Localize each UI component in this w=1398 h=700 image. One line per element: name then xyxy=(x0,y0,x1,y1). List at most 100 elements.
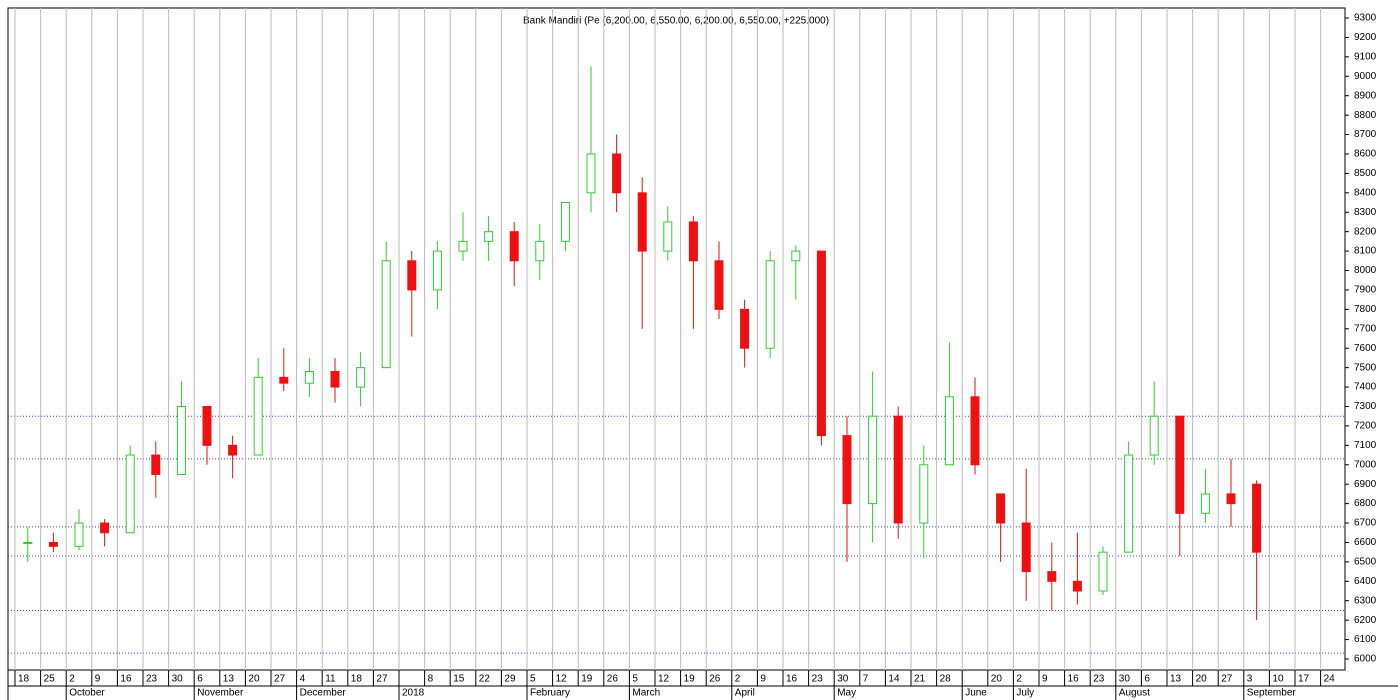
candle-body xyxy=(714,260,724,310)
candle-body xyxy=(151,454,161,475)
candle-body xyxy=(868,415,878,505)
y-tick-label: 7700 xyxy=(1354,323,1377,334)
x-tick-label: 23 xyxy=(1093,674,1105,685)
x-tick-label: 16 xyxy=(786,674,798,685)
candle-body xyxy=(842,435,852,505)
x-tick-label: 17 xyxy=(1298,674,1310,685)
candle-body xyxy=(202,405,212,446)
x-tick-label: 30 xyxy=(837,674,849,685)
y-tick-label: 6300 xyxy=(1354,595,1377,606)
x-tick-label: 2 xyxy=(69,674,75,685)
y-tick-label: 8200 xyxy=(1354,226,1377,237)
candle-body xyxy=(816,250,826,437)
month-label: October xyxy=(69,688,105,699)
candle-body xyxy=(100,522,110,534)
y-tick-label: 6100 xyxy=(1354,634,1377,645)
candle-body xyxy=(1098,551,1108,592)
x-tick-label: 6 xyxy=(1144,674,1150,685)
x-tick-label: 18 xyxy=(18,674,30,685)
y-tick-label: 6000 xyxy=(1354,654,1377,665)
x-tick-label: 8 xyxy=(428,674,434,685)
candle-body xyxy=(612,153,622,194)
x-tick-label: 29 xyxy=(504,674,516,685)
x-tick-label: 2 xyxy=(735,674,741,685)
y-tick-label: 8900 xyxy=(1354,90,1377,101)
y-tick-label: 8700 xyxy=(1354,129,1377,140)
candle-body xyxy=(253,376,263,456)
x-tick-label: 30 xyxy=(1119,674,1131,685)
y-tick-label: 8500 xyxy=(1354,168,1377,179)
y-tick-label: 7300 xyxy=(1354,401,1377,412)
y-tick-label: 6900 xyxy=(1354,479,1377,490)
y-tick-label: 6600 xyxy=(1354,537,1377,548)
candle-body xyxy=(1021,522,1031,573)
candle-body xyxy=(125,454,135,534)
x-tick-label: 14 xyxy=(888,674,900,685)
x-tick-label: 19 xyxy=(684,674,696,685)
x-tick-label: 12 xyxy=(556,674,568,685)
y-tick-label: 9300 xyxy=(1354,13,1377,24)
y-tick-label: 7800 xyxy=(1354,304,1377,315)
candle-body xyxy=(1124,454,1134,553)
month-label: September xyxy=(1247,688,1297,699)
y-tick-label: 6800 xyxy=(1354,498,1377,509)
candle-body xyxy=(304,371,314,384)
x-tick-label: 24 xyxy=(1324,674,1336,685)
month-label: May xyxy=(837,688,856,699)
y-tick-label: 7000 xyxy=(1354,459,1377,470)
x-tick-label: 27 xyxy=(1221,674,1233,685)
y-tick-label: 8300 xyxy=(1354,207,1377,218)
candle-body xyxy=(637,192,647,252)
x-tick-label: 13 xyxy=(223,674,235,685)
candle-body xyxy=(458,240,468,252)
candle-body xyxy=(791,250,801,262)
candle-body xyxy=(23,541,33,544)
y-tick-label: 9000 xyxy=(1354,71,1377,82)
candle-body xyxy=(484,231,494,242)
x-tick-label: 5 xyxy=(530,674,536,685)
x-tick-label: 4 xyxy=(300,674,306,685)
candle-body xyxy=(1252,483,1262,553)
y-tick-label: 8000 xyxy=(1354,265,1377,276)
candle-body xyxy=(560,202,570,242)
x-tick-label: 19 xyxy=(581,674,593,685)
candle-body xyxy=(228,444,238,456)
x-tick-label: 10 xyxy=(1272,674,1284,685)
x-tick-label: 6 xyxy=(197,674,203,685)
candle-body xyxy=(1226,493,1236,505)
y-tick-label: 8600 xyxy=(1354,149,1377,160)
x-tick-label: 9 xyxy=(95,674,101,685)
candle-body xyxy=(586,153,596,194)
candle-body xyxy=(74,522,84,547)
y-tick-label: 8800 xyxy=(1354,110,1377,121)
candle-body xyxy=(432,250,442,291)
x-tick-label: 7 xyxy=(863,674,869,685)
x-tick-label: 23 xyxy=(146,674,158,685)
x-tick-label: 18 xyxy=(351,674,363,685)
candle-body xyxy=(509,231,519,262)
x-tick-label: 12 xyxy=(658,674,670,685)
candle-body xyxy=(1047,571,1057,582)
candle-body xyxy=(1149,415,1159,456)
candle-body xyxy=(330,371,340,388)
x-tick-label: 28 xyxy=(940,674,952,685)
candle-body xyxy=(893,415,903,524)
candle-body xyxy=(663,221,673,252)
y-tick-label: 7400 xyxy=(1354,382,1377,393)
x-tick-label: 9 xyxy=(1042,674,1048,685)
y-tick-label: 9100 xyxy=(1354,51,1377,62)
month-label: June xyxy=(965,688,987,699)
month-label: February xyxy=(530,688,570,699)
chart-title: Bank Mandiri (Pe (6,200.00, 6,550.00, 6,… xyxy=(523,16,829,27)
y-tick-label: 7200 xyxy=(1354,421,1377,432)
x-tick-label: 20 xyxy=(248,674,260,685)
x-tick-label: 20 xyxy=(991,674,1003,685)
candle-body xyxy=(279,376,289,384)
candle-body xyxy=(919,464,929,524)
x-tick-label: 3 xyxy=(1247,674,1253,685)
candle-body xyxy=(48,541,58,547)
y-tick-label: 7500 xyxy=(1354,362,1377,373)
x-tick-label: 27 xyxy=(274,674,286,685)
candle-body xyxy=(996,493,1006,524)
